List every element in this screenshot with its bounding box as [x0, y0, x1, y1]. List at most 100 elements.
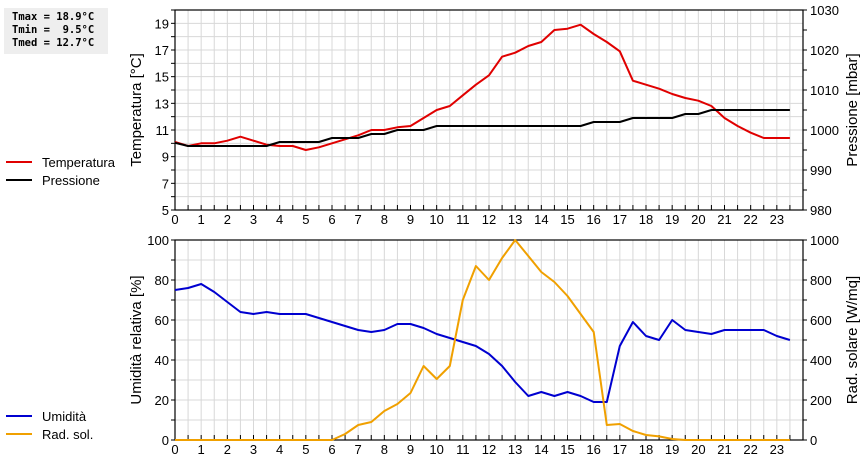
x-tick-label: 15 — [560, 442, 574, 457]
y-tick-label: 13 — [155, 96, 169, 111]
tmin-label: Tmin = 9.5°C — [12, 24, 95, 36]
x-tick-label: 3 — [250, 212, 257, 227]
x-tick-label: 14 — [534, 212, 548, 227]
temperature-pressure-chart: 0 1 2 3 4 5 6 7 8 9 10 11 12 13 14 15 16 17 18 19 20 21 22 2357… — [128, 3, 860, 227]
rad-sol-line-icon — [6, 433, 32, 435]
y-axis-title: Umidità relativa [%] — [128, 275, 145, 404]
x-tick-label: 20 — [691, 212, 705, 227]
legend-top: Temperatura Pressione — [6, 153, 115, 189]
tmed-label: Tmed = 12.7°C — [12, 37, 95, 49]
x-tick-label: 17 — [613, 212, 627, 227]
x-tick-label: 18 — [639, 442, 653, 457]
y2-tick-label: 1020 — [810, 43, 839, 58]
y2-axis-title: Pressione [mbar] — [844, 53, 860, 166]
x-tick-label: 4 — [276, 442, 283, 457]
legend-label: Temperatura — [42, 154, 115, 170]
y-tick-label: 7 — [162, 176, 169, 191]
y2-tick-label: 200 — [810, 393, 832, 408]
x-tick-label: 0 — [171, 442, 178, 457]
y2-tick-label: 990 — [810, 163, 832, 178]
x-tick-label: 6 — [328, 212, 335, 227]
y-tick-label: 60 — [155, 313, 169, 328]
x-tick-label: 19 — [665, 442, 679, 457]
x-tick-label: 21 — [717, 442, 731, 457]
y2-tick-label: 1000 — [810, 123, 839, 138]
legend-item-rad-sol: Rad. sol. — [6, 425, 93, 443]
y-tick-label: 0 — [162, 433, 169, 448]
series-line-umidit- — [174, 283, 791, 403]
legend-label: Pressione — [42, 172, 100, 188]
y-tick-label: 5 — [162, 203, 169, 218]
y2-tick-label: 600 — [810, 313, 832, 328]
x-tick-label: 2 — [224, 212, 231, 227]
legend-bottom: Umidità Rad. sol. — [6, 407, 93, 443]
x-tick-label: 15 — [560, 212, 574, 227]
y-tick-label: 17 — [155, 43, 169, 58]
y2-tick-label: 800 — [810, 273, 832, 288]
legend-item-pressione: Pressione — [6, 171, 115, 189]
x-tick-label: 17 — [613, 442, 627, 457]
x-tick-label: 10 — [429, 442, 443, 457]
y-tick-label: 20 — [155, 393, 169, 408]
y-tick-label: 15 — [155, 70, 169, 85]
x-tick-label: 21 — [717, 212, 731, 227]
x-tick-label: 1 — [198, 212, 205, 227]
x-tick-label: 12 — [482, 212, 496, 227]
x-tick-label: 9 — [407, 212, 414, 227]
y2-tick-label: 0 — [810, 433, 817, 448]
x-tick-label: 11 — [456, 212, 470, 227]
x-tick-label: 14 — [534, 442, 548, 457]
x-tick-label: 13 — [508, 212, 522, 227]
y2-axis-title: Rad. solare [W/mq] — [844, 276, 860, 404]
x-tick-label: 5 — [302, 212, 309, 227]
x-tick-label: 22 — [743, 442, 757, 457]
humidity-radiation-chart: 0 1 2 3 4 5 6 7 8 9 10 11 12 13 14 15 16 17 18 19 20 21 22 2302… — [128, 233, 860, 457]
x-tick-label: 12 — [482, 442, 496, 457]
x-tick-label: 16 — [586, 212, 600, 227]
legend-label: Umidità — [42, 408, 87, 424]
x-tick-label: 19 — [665, 212, 679, 227]
series-line-pressione — [174, 109, 790, 147]
legend-item-temperatura: Temperatura — [6, 153, 115, 171]
x-tick-label: 13 — [508, 442, 522, 457]
temperature-stats-box: Tmax = 18.9°C Tmin = 9.5°C Tmed = 12.7°C — [4, 8, 108, 54]
x-tick-label: 23 — [770, 212, 784, 227]
y-tick-label: 9 — [162, 150, 169, 165]
x-tick-label: 0 — [171, 212, 178, 227]
pressione-line-icon — [6, 179, 32, 181]
y2-tick-label: 980 — [810, 203, 832, 218]
y-axis-title: Temperatura [°C] — [128, 53, 145, 167]
x-tick-label: 9 — [407, 442, 414, 457]
legend-item-umidita: Umidità — [6, 407, 93, 425]
x-tick-label: 20 — [691, 442, 705, 457]
y2-tick-label: 1000 — [810, 233, 839, 248]
y-tick-label: 40 — [155, 353, 169, 368]
x-tick-label: 5 — [302, 442, 309, 457]
x-tick-label: 18 — [639, 212, 653, 227]
umidita-line-icon — [6, 415, 32, 417]
x-tick-label: 3 — [250, 442, 257, 457]
y2-tick-label: 1030 — [810, 3, 839, 18]
legend-label: Rad. sol. — [42, 426, 94, 442]
y-tick-label: 80 — [155, 273, 169, 288]
y-tick-label: 100 — [147, 233, 169, 248]
x-tick-label: 6 — [328, 442, 335, 457]
y2-tick-label: 400 — [810, 353, 832, 368]
x-tick-label: 16 — [586, 442, 600, 457]
x-tick-label: 4 — [276, 212, 283, 227]
temperatura-line-icon — [6, 161, 32, 163]
x-tick-label: 7 — [355, 212, 362, 227]
x-tick-label: 11 — [456, 442, 470, 457]
x-tick-label: 22 — [743, 212, 757, 227]
x-tick-label: 8 — [381, 442, 388, 457]
x-tick-label: 1 — [198, 442, 205, 457]
x-tick-label: 8 — [381, 212, 388, 227]
y-tick-label: 11 — [156, 123, 170, 138]
x-tick-label: 7 — [355, 442, 362, 457]
series-line-rad-sol- — [175, 239, 790, 441]
x-tick-label: 2 — [224, 442, 231, 457]
y2-tick-label: 1010 — [810, 83, 839, 98]
x-tick-label: 10 — [429, 212, 443, 227]
x-tick-label: 23 — [770, 442, 784, 457]
